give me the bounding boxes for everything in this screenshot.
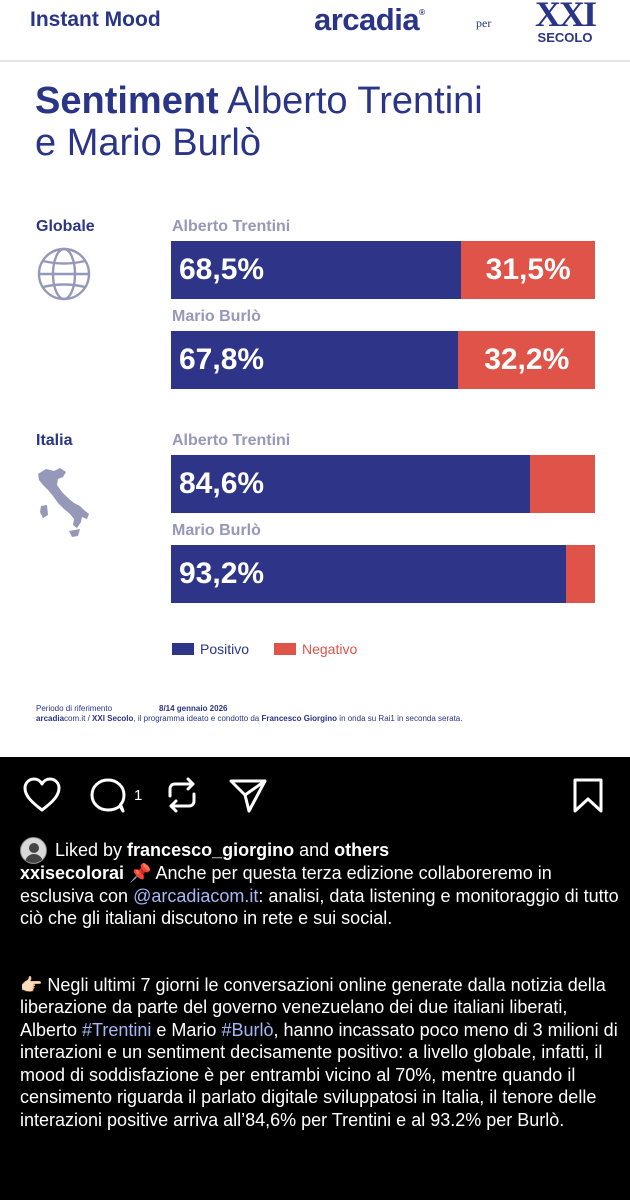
repost-icon[interactable] — [162, 776, 202, 814]
positive-segment: 93,2% — [171, 545, 567, 603]
instant-mood-label: Instant Mood — [30, 8, 161, 31]
hashtag-trentini[interactable]: #Trentini — [82, 1019, 152, 1040]
comment-icon[interactable] — [88, 776, 128, 814]
negative-value-label: 31,5% — [485, 253, 571, 286]
legend-positive: Positivo — [172, 641, 249, 657]
positive-value-label: 84,6% — [179, 467, 265, 500]
person-label: Alberto Trentini — [172, 432, 291, 449]
pin-emoji: 📌 — [129, 863, 152, 883]
sentiment-bar: 84,6% — [171, 455, 595, 513]
person-label: Alberto Trentini — [172, 218, 291, 235]
sentiment-bar: 68,5% 31,5% — [171, 241, 595, 299]
mention-link[interactable]: @arcadiacom.it — [133, 885, 259, 906]
group-label-italia: Italia — [36, 432, 73, 449]
negative-segment — [566, 545, 595, 603]
pointing-emoji: 👉🏻 — [20, 974, 43, 995]
positive-value-label: 67,8% — [179, 343, 265, 376]
positive-segment: 84,6% — [171, 455, 530, 513]
legend-label: Negativo — [302, 641, 358, 657]
negative-segment: 32,2% — [458, 331, 595, 389]
person-label: Mario Burlò — [172, 522, 261, 539]
italy-map-icon — [38, 468, 89, 537]
caption-username[interactable]: xxisecolorai — [20, 863, 125, 883]
sentiment-bar: 93,2% — [171, 545, 595, 603]
liked-by-others[interactable]: others — [334, 839, 390, 860]
arcadia-logo: arcadia® — [314, 2, 425, 37]
positive-segment: 68,5% — [171, 241, 462, 299]
bookmark-icon[interactable] — [570, 776, 606, 814]
xxi-secolo-logo: XXI SECOLO — [534, 0, 597, 45]
negative-segment — [529, 455, 595, 513]
liked-by-row[interactable]: Liked by francesco_giorgino and others — [20, 836, 394, 864]
legend-swatch — [172, 643, 194, 655]
legend-label: Positivo — [200, 641, 250, 657]
post-image[interactable]: Instant Mood arcadia® per XXI SECOLO Sen… — [0, 0, 630, 757]
avatar[interactable] — [20, 836, 47, 864]
infographic-header: Instant Mood arcadia® per XXI SECOLO — [0, 0, 630, 62]
reference-period: Periodo di riferimento 8/14 gennaio 2026 — [36, 704, 228, 713]
legend-swatch — [274, 643, 296, 655]
positive-value-label: 93,2% — [179, 557, 265, 590]
heart-icon[interactable] — [22, 776, 62, 814]
person-label: Mario Burlò — [172, 308, 261, 325]
globe-icon — [37, 247, 91, 301]
positive-segment: 67,8% — [171, 331, 459, 389]
per-label: per — [476, 16, 492, 30]
negative-segment: 31,5% — [461, 241, 595, 299]
comment-count: 1 — [134, 787, 143, 804]
share-icon[interactable] — [228, 776, 268, 814]
hashtag-burlo[interactable]: #Burlò — [221, 1019, 274, 1040]
infographic-title: Sentiment Alberto Trentini e Mario Burlò — [35, 80, 483, 164]
legend-negative: Negativo — [274, 641, 357, 657]
negative-value-label: 32,2% — [484, 343, 570, 376]
positive-value-label: 68,5% — [179, 253, 265, 286]
credits-line: arcadiacom.it / XXI Secolo, il programma… — [36, 714, 463, 723]
group-label-globale: Globale — [36, 218, 95, 235]
sentiment-bar: 67,8% 32,2% — [171, 331, 595, 389]
post-actions: 1 — [0, 770, 630, 820]
liked-by-user[interactable]: francesco_giorgino — [127, 839, 295, 860]
post-caption: xxisecolorai 📌 Anche per questa terza ed… — [20, 863, 619, 1130]
